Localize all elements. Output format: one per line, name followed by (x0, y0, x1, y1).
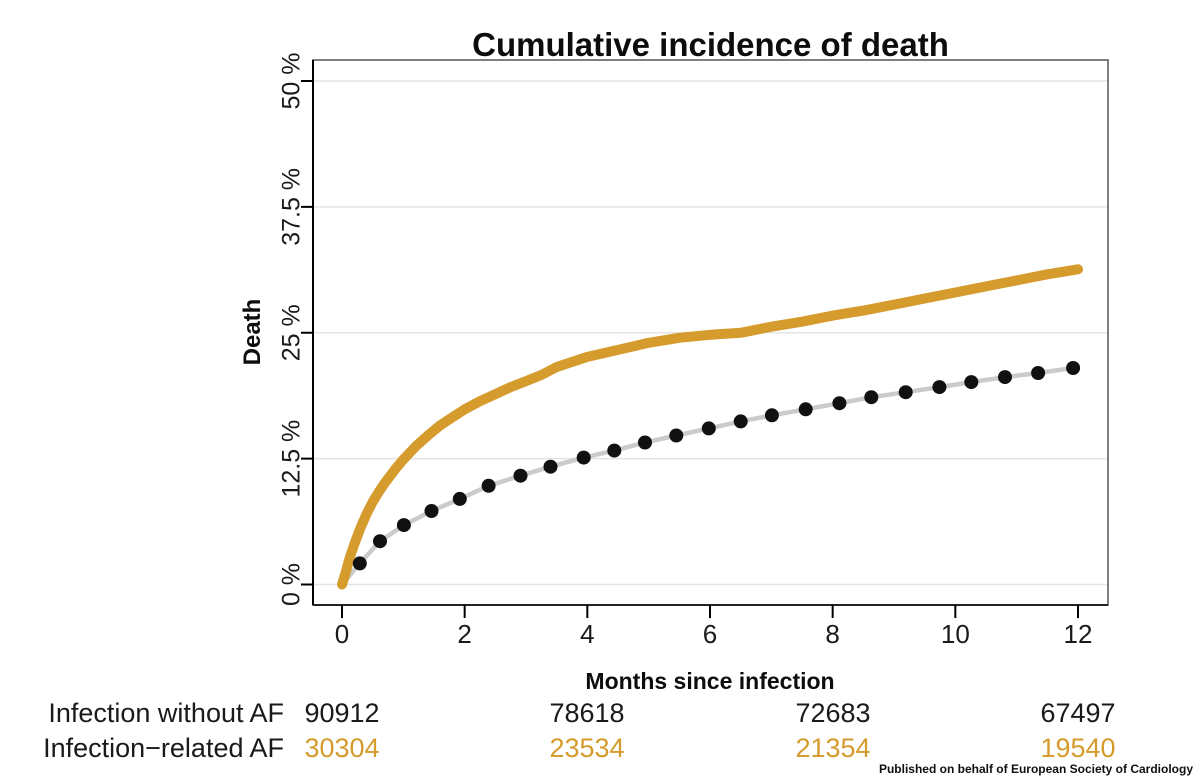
no-af-dot (764, 408, 779, 423)
y-tick-label: 37.5 % (277, 168, 305, 246)
axis-ticks: 0 % 12.5 % 25 % 37.5 % 50 % 0 2 4 6 8 10 12 (277, 53, 1092, 649)
risk-value: 30304 (304, 733, 380, 763)
no-af-dot (452, 491, 467, 506)
no-af-dot (576, 450, 591, 465)
chart-title: Cumulative incidence of death (472, 26, 949, 63)
no-af-dot (352, 556, 367, 571)
no-af-dot (543, 459, 558, 474)
no-af-dot (607, 443, 622, 458)
no-af-dot (424, 504, 439, 518)
risk-value: 67497 (1040, 698, 1116, 728)
no-af-dot (373, 534, 387, 549)
y-tick-label: 25 % (277, 304, 305, 361)
risk-value: 90912 (304, 698, 380, 728)
risk-value: 21354 (795, 733, 871, 763)
risk-row-label: Infection without AF (48, 698, 284, 728)
no-af-dot (898, 385, 913, 400)
x-tick-label: 0 (335, 619, 349, 649)
no-af-dot (998, 370, 1012, 385)
x-tick-label: 4 (580, 619, 594, 649)
no-af-connector-line (339, 365, 1076, 587)
x-tick-label: 2 (457, 619, 471, 649)
risk-value: 23534 (549, 733, 625, 763)
risk-value: 19540 (1040, 733, 1116, 763)
x-tick-label: 12 (1064, 619, 1093, 649)
no-af-dot (733, 414, 748, 429)
risk-row-label: Infection−related AF (43, 733, 284, 763)
no-af-dot (481, 478, 496, 493)
no-af-dot (638, 435, 652, 450)
no-af-dot (798, 402, 813, 417)
no-af-dot (932, 380, 947, 395)
y-tick-label: 50 % (277, 53, 305, 110)
x-tick-label: 8 (825, 619, 839, 649)
no-af-dot (1066, 361, 1081, 375)
y-axis-title: Death (239, 299, 266, 366)
no-af-dot (669, 428, 684, 443)
y-tick-label: 12.5 % (277, 420, 305, 498)
no-af-dot (1031, 366, 1046, 380)
no-af-dot (396, 518, 411, 533)
x-tick-label: 10 (941, 619, 970, 649)
no-af-dot (832, 396, 847, 411)
risk-table-row: Infection−related AF 30304 23534 21354 1… (0, 733, 1200, 767)
risk-table-row: Infection without AF 90912 78618 72683 6… (0, 698, 1200, 732)
no-af-dot (513, 468, 528, 483)
no-af-dot (864, 390, 879, 405)
x-axis-title: Months since infection (585, 668, 834, 694)
plot-canvas: 0 % 12.5 % 25 % 37.5 % 50 % 0 2 4 6 8 10 12 Death M… (239, 53, 1109, 694)
risk-value: 78618 (549, 698, 625, 728)
series-curves (337, 264, 1083, 590)
af-curve (337, 264, 1083, 590)
y-tick-label: 0 % (277, 563, 305, 606)
x-tick-label: 6 (703, 619, 717, 649)
risk-value: 72683 (795, 698, 871, 728)
publisher-note: Published on behalf of European Society … (878, 762, 1193, 776)
no-af-dot (701, 421, 716, 436)
no-af-dot (964, 375, 979, 390)
